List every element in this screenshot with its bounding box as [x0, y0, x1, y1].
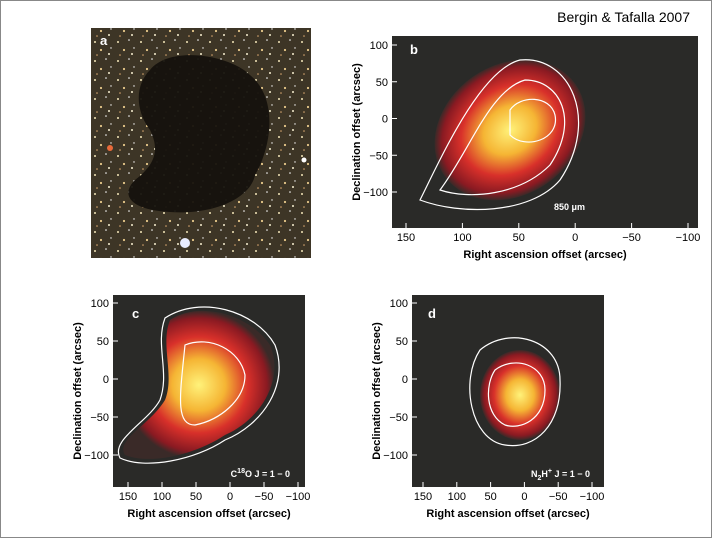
x-axis-label: Right ascension offset (arcsec) — [426, 508, 590, 520]
y-tick-label: −50 — [369, 150, 388, 162]
x-tick-label: 0 — [227, 491, 233, 503]
annotation: 850 μm — [554, 202, 585, 212]
x-tick-label: −50 — [622, 232, 641, 244]
x-tick-label: 50 — [190, 491, 202, 503]
y-tick-label: 100 — [390, 298, 408, 310]
y-tick-label: −100 — [363, 187, 388, 199]
annotation-part: O J = 1 − 0 — [245, 469, 290, 479]
x-axis-label: Right ascension offset (arcsec) — [127, 508, 291, 520]
x-tick-label: 50 — [484, 491, 496, 503]
panel-a: a — [91, 28, 311, 258]
y-tick-label: 0 — [103, 374, 109, 386]
y-tick-label: −50 — [90, 412, 109, 424]
x-tick-label: −100 — [580, 491, 605, 503]
panel-b: b 850 μm 150 100 50 0 −50 −100 100 50 0 −50 −100 Ri… — [351, 31, 700, 261]
y-tick-label: 0 — [402, 374, 408, 386]
y-tick-label: 0 — [382, 114, 388, 126]
y-tick-label: −50 — [389, 412, 408, 424]
panel-label: c — [132, 306, 139, 321]
y-axis-label: Declination offset (arcsec) — [72, 322, 84, 460]
y-tick-label: 50 — [97, 336, 109, 348]
x-tick-label: 150 — [414, 491, 432, 503]
y-tick-label: −100 — [84, 450, 109, 462]
bright-star — [107, 145, 113, 151]
x-tick-label: −50 — [255, 491, 274, 503]
annotation-part: 18 — [237, 468, 245, 475]
x-tick-label: 50 — [513, 232, 525, 244]
y-tick-label: 50 — [396, 336, 408, 348]
x-tick-label: 100 — [448, 491, 466, 503]
panel-label: d — [428, 306, 436, 321]
x-tick-label: 100 — [153, 491, 171, 503]
x-tick-label: 100 — [453, 232, 471, 244]
figure-page: Bergin & Tafalla 2007 a b 850 μm 150 100 5… — [0, 0, 712, 538]
bright-star — [302, 158, 307, 163]
citation: Bergin & Tafalla 2007 — [557, 9, 690, 25]
x-tick-label: 150 — [397, 232, 415, 244]
x-axis-label: Right ascension offset (arcsec) — [463, 249, 627, 261]
y-tick-label: −100 — [383, 450, 408, 462]
bright-star — [180, 238, 190, 248]
y-axis-label: Declination offset (arcsec) — [371, 322, 383, 460]
panel-label: b — [410, 42, 418, 57]
x-tick-label: 150 — [119, 491, 137, 503]
y-axis-label: Declination offset (arcsec) — [351, 63, 363, 201]
x-tick-label: −100 — [286, 491, 311, 503]
y-tick-label: 100 — [91, 298, 109, 310]
y-tick-label: 50 — [376, 77, 388, 89]
x-tick-label: 0 — [572, 232, 578, 244]
x-tick-label: 0 — [521, 491, 527, 503]
annotation-part: J = 1 − 0 — [552, 469, 590, 479]
x-tick-label: −50 — [549, 491, 568, 503]
y-tick-label: 100 — [370, 40, 388, 52]
panel-label: a — [100, 33, 108, 48]
x-tick-label: −100 — [676, 232, 701, 244]
